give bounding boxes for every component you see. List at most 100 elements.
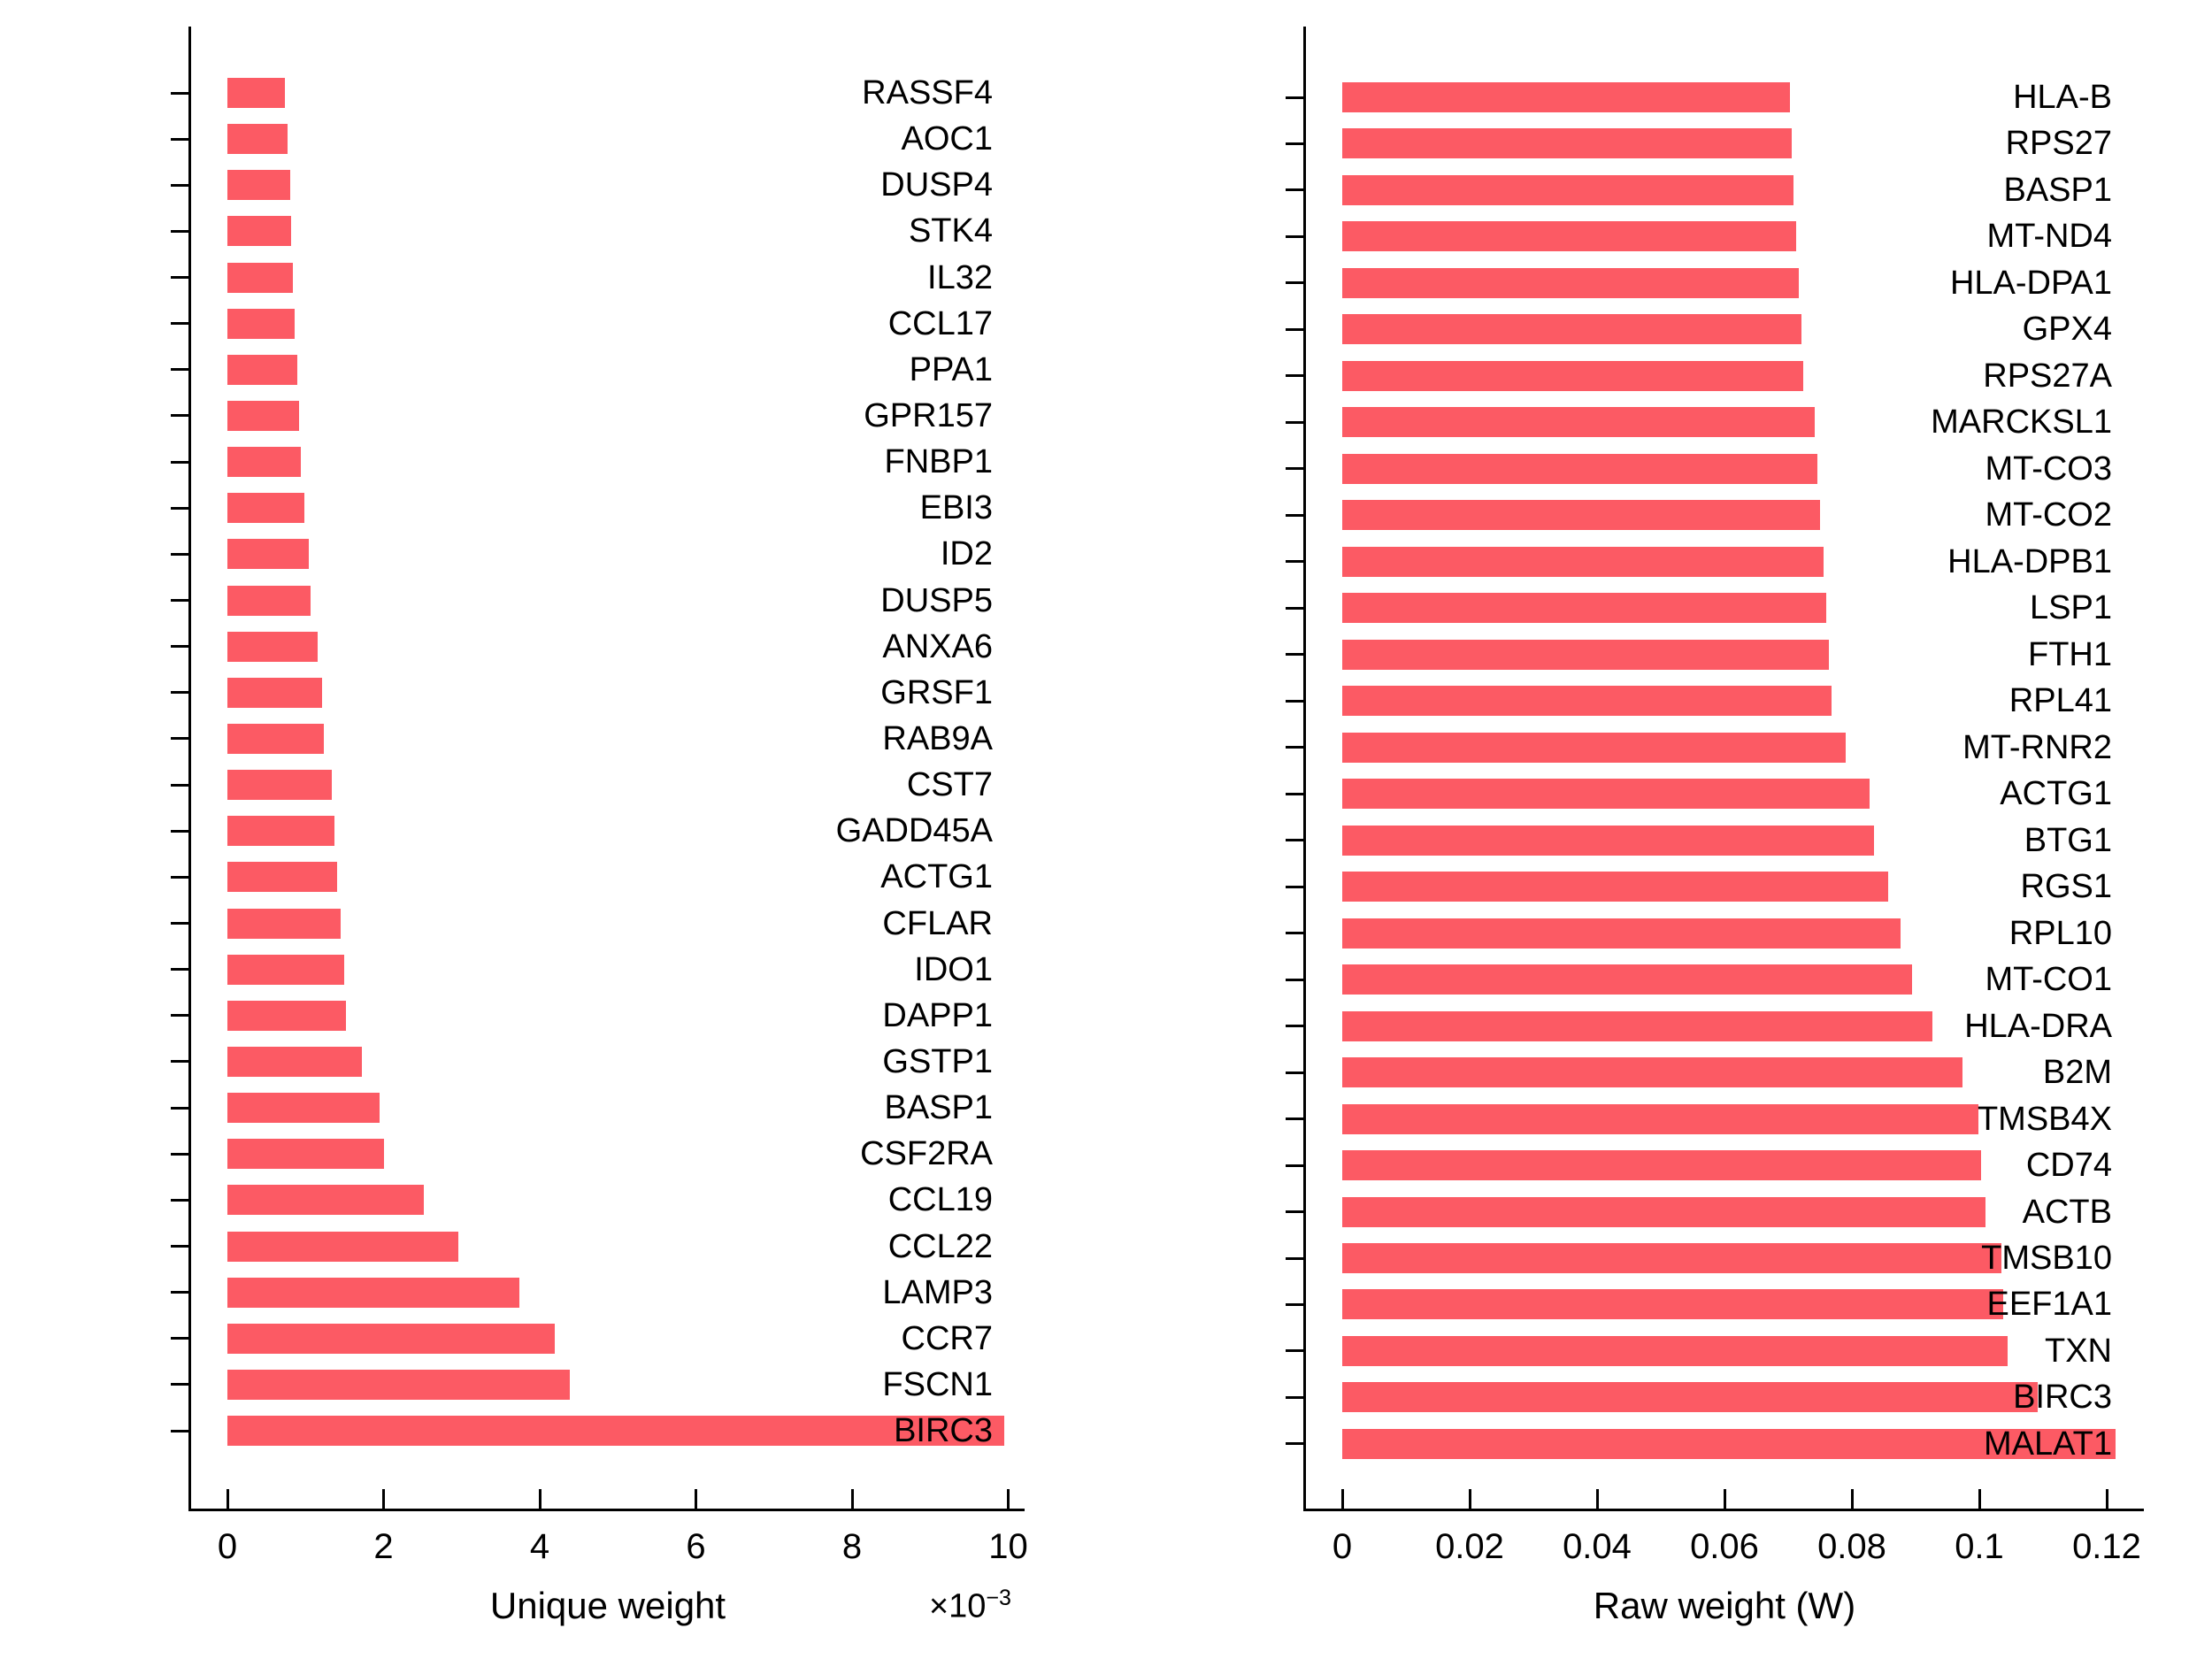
y-tick (171, 1106, 188, 1110)
bar-mt-co1 (1342, 964, 1913, 995)
x-tick-label: 0.12 (2072, 1527, 2141, 1566)
y-tick-label-anxa6: ANXA6 (882, 627, 993, 665)
y-tick (1286, 1071, 1303, 1074)
x-tick (382, 1489, 385, 1509)
y-tick-label-actb: ACTB (2022, 1193, 2112, 1231)
offset-exponent: −3 (986, 1586, 1011, 1610)
x-tick (2105, 1489, 2108, 1509)
y-tick-label-gpr157: GPR157 (864, 396, 993, 434)
y-tick-label-actg1: ACTG1 (2000, 775, 2112, 813)
x-tick-label: 0.04 (1563, 1527, 1632, 1566)
bar-fth1 (1342, 639, 1830, 670)
y-tick-label-marcksl1: MARCKSL1 (1931, 403, 2112, 442)
y-tick (171, 91, 188, 95)
y-tick (1286, 1210, 1303, 1214)
y-tick (1286, 932, 1303, 935)
x-tick (1468, 1489, 1471, 1509)
y-tick (1286, 234, 1303, 238)
y-tick (171, 691, 188, 695)
bar-actg1 (227, 862, 337, 893)
y-tick (1286, 839, 1303, 842)
bar-fnbp1 (227, 447, 301, 478)
y-tick (171, 1429, 188, 1432)
y-tick (1286, 467, 1303, 471)
y-tick-label-gpx4: GPX4 (2022, 311, 2112, 349)
y-tick-label-ccl17: CCL17 (887, 304, 993, 342)
x-tick-label: 8 (841, 1527, 863, 1566)
bar-fscn1 (227, 1369, 570, 1400)
y-tick (1286, 420, 1303, 424)
y-tick (1286, 1442, 1303, 1446)
x-tick (1007, 1489, 1010, 1509)
y-tick (1286, 560, 1303, 564)
bar-rassf4 (227, 78, 286, 108)
y-tick (1286, 327, 1303, 331)
bar-dusp5 (227, 585, 311, 616)
y-tick (171, 1245, 188, 1248)
bar-ido1 (227, 954, 344, 985)
y-tick-label-ppa1: PPA1 (909, 350, 993, 388)
y-tick (171, 645, 188, 649)
y-tick (1286, 1256, 1303, 1260)
bar-tmsb10 (1342, 1243, 2001, 1273)
x-tick (226, 1489, 229, 1509)
bar-rab9a (227, 723, 324, 754)
y-tick-label-hla-b: HLA-B (2013, 79, 2112, 116)
y-tick-label-mt-co1: MT-CO1 (1985, 961, 2112, 999)
y-tick-label-csf2ra: CSF2RA (860, 1135, 993, 1173)
y-tick (1286, 374, 1303, 378)
bar-rpl41 (1342, 686, 1832, 717)
x-tick-label: 0.08 (1817, 1527, 1886, 1566)
bar-ppa1 (227, 354, 297, 385)
bar-gpr157 (227, 400, 300, 431)
y-tick-label-rassf4: RASSF4 (862, 74, 993, 111)
y-tick (1286, 1395, 1303, 1399)
x-tick-label: 0 (217, 1527, 238, 1566)
y-tick-label-fnbp1: FNBP1 (884, 443, 993, 481)
y-tick (171, 737, 188, 741)
bar-gadd45a (227, 816, 334, 847)
y-tick (171, 783, 188, 787)
bar-ccl19 (227, 1185, 424, 1216)
y-tick-label-actg1: ACTG1 (880, 858, 993, 896)
y-tick (1286, 1118, 1303, 1121)
x-tick (695, 1489, 697, 1509)
bar-rgs1 (1342, 872, 1888, 902)
x-tick-label: 0.1 (1955, 1527, 2004, 1566)
y-tick-label-txn: TXN (2045, 1332, 2112, 1370)
y-tick-label-hla-dra: HLA-DRA (1964, 1007, 2112, 1045)
bar-hla-dra (1342, 1010, 1933, 1041)
y-tick (171, 968, 188, 972)
y-tick-label-rab9a: RAB9A (882, 719, 993, 757)
y-tick (1286, 281, 1303, 285)
y-tick-label-rps27a: RPS27A (1983, 357, 2112, 395)
bar-btg1 (1342, 825, 1875, 856)
x-tick-label: 10 (988, 1527, 1028, 1566)
bar-mt-nd4 (1342, 221, 1796, 252)
y-tick-label-basp1: BASP1 (2003, 171, 2112, 209)
bar-gstp1 (227, 1046, 362, 1077)
y-tick (1286, 653, 1303, 657)
y-tick (171, 599, 188, 603)
y-tick (1286, 606, 1303, 610)
y-tick-label-hla-dpa1: HLA-DPA1 (1949, 264, 2112, 302)
y-tick-label-birc3: BIRC3 (894, 1412, 993, 1450)
bar-rps27 (1342, 128, 1792, 159)
bar-cflar (227, 908, 341, 939)
y-tick (1286, 885, 1303, 888)
y-tick-label-ido1: IDO1 (914, 950, 993, 988)
bar-b2m (1342, 1057, 1962, 1088)
y-tick (1286, 1349, 1303, 1353)
bar-mt-co3 (1342, 453, 1818, 484)
y-tick-label-lamp3: LAMP3 (882, 1273, 993, 1311)
bar-rpl10 (1342, 918, 1901, 949)
x-tick-label: 0.02 (1435, 1527, 1504, 1566)
bar-aoc1 (227, 124, 288, 155)
y-tick-label-fscn1: FSCN1 (882, 1365, 993, 1403)
bar-csf2ra (227, 1139, 384, 1170)
y-tick (1286, 142, 1303, 145)
x-tick (1978, 1489, 1981, 1509)
y-tick-label-lsp1: LSP1 (2030, 589, 2112, 627)
y-tick (171, 460, 188, 464)
y-tick-label-dapp1: DAPP1 (882, 996, 993, 1034)
